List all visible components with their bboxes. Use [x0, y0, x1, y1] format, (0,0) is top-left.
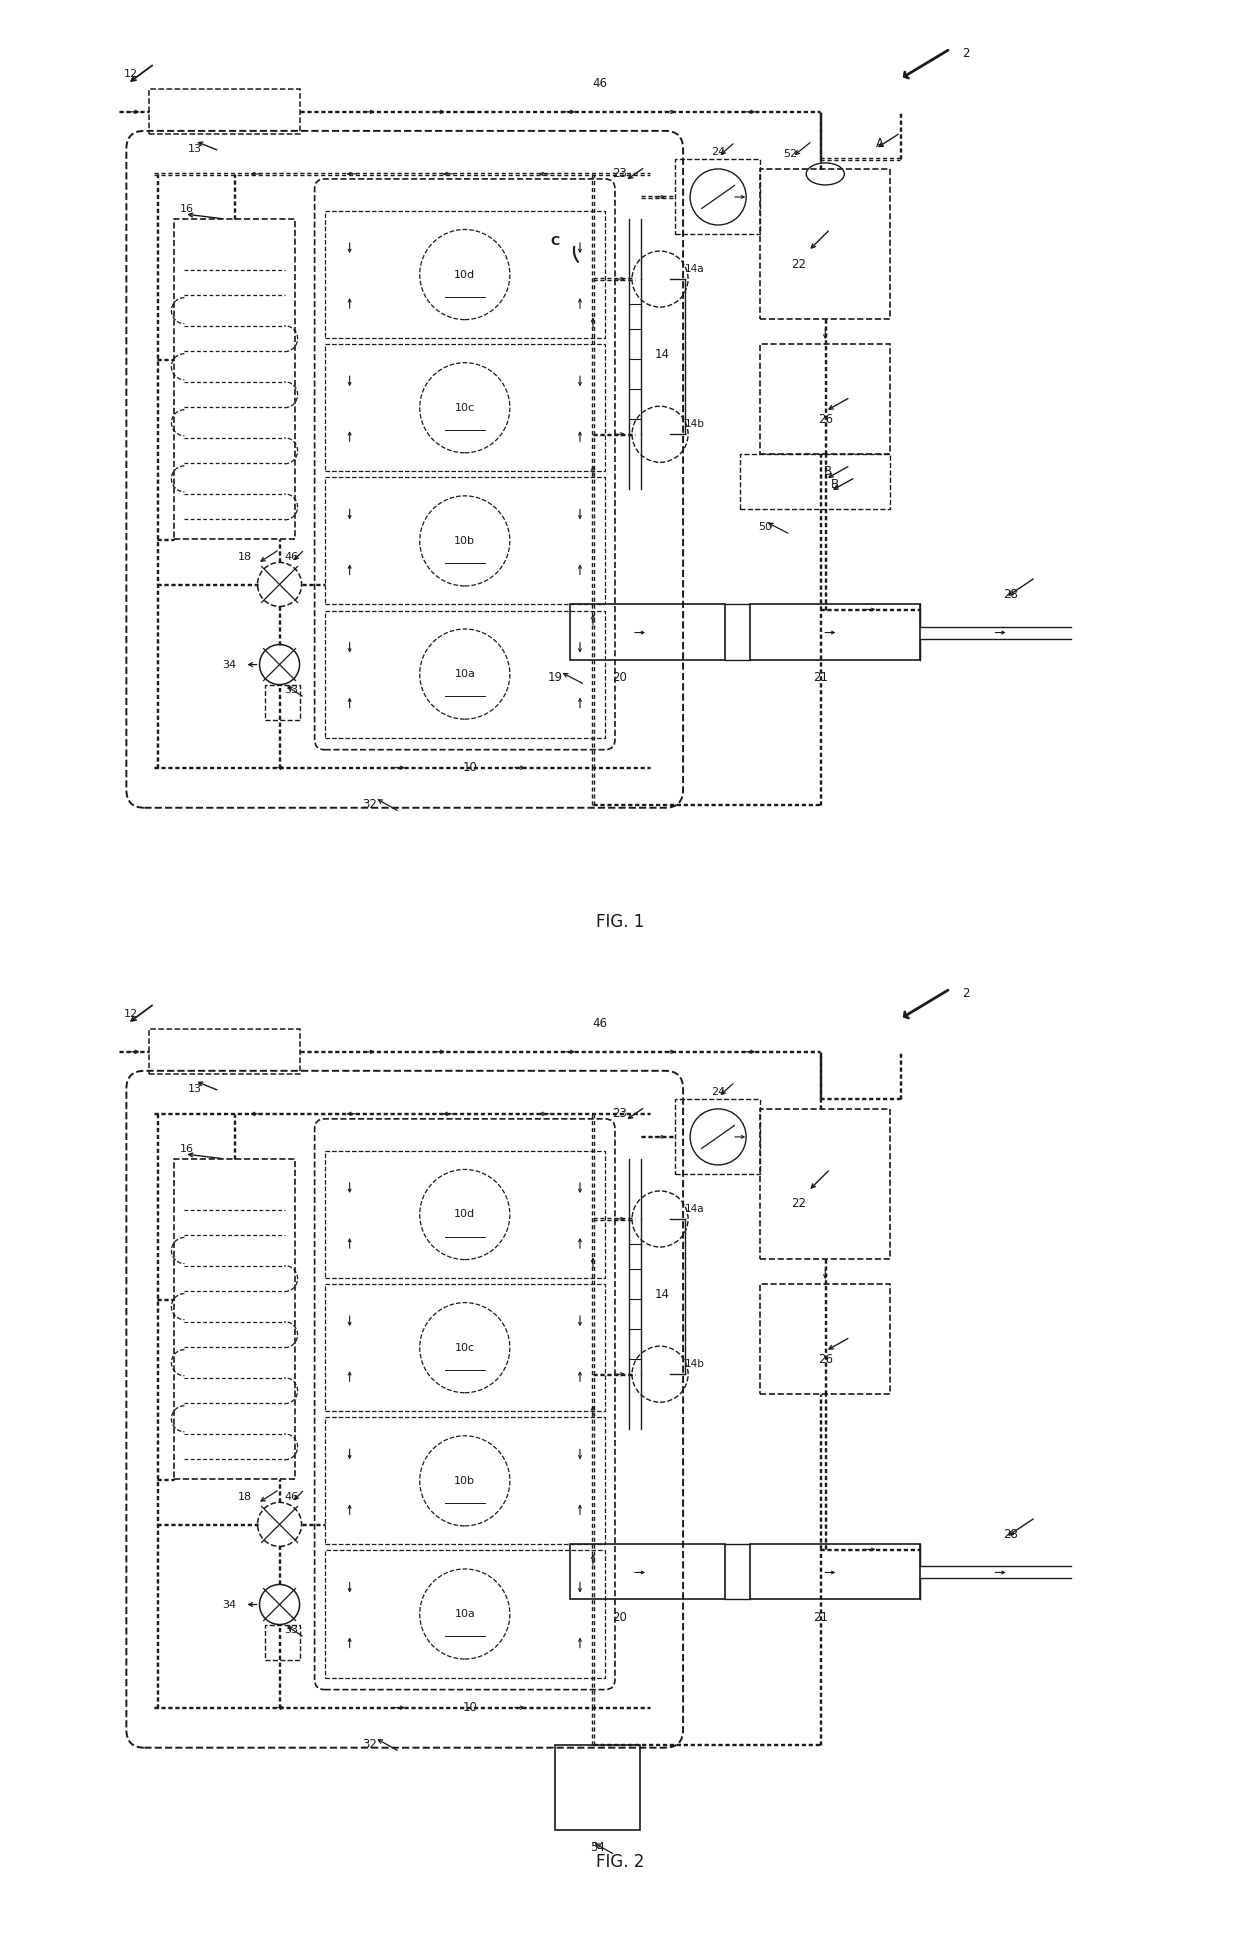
- Circle shape: [258, 562, 301, 607]
- Text: 2: 2: [962, 47, 970, 60]
- Text: 46: 46: [284, 1492, 299, 1502]
- Text: 46: 46: [593, 78, 608, 91]
- Text: 10: 10: [463, 762, 477, 773]
- Text: 10c: 10c: [455, 403, 475, 413]
- Bar: [149, 1029, 300, 1074]
- Text: 54: 54: [590, 1841, 605, 1855]
- Bar: [740, 453, 890, 510]
- Text: 20: 20: [613, 1610, 627, 1624]
- Circle shape: [691, 169, 746, 225]
- Bar: [325, 1151, 605, 1277]
- Text: FIG. 2: FIG. 2: [595, 1853, 645, 1870]
- Bar: [325, 477, 605, 605]
- Text: 21: 21: [812, 1610, 828, 1624]
- Text: 10a: 10a: [454, 1609, 475, 1618]
- Text: 14: 14: [655, 347, 670, 360]
- Text: 32: 32: [362, 798, 377, 812]
- Bar: [175, 1159, 295, 1479]
- Text: 13: 13: [187, 143, 201, 153]
- Text: 23: 23: [613, 1107, 627, 1120]
- Bar: [325, 610, 605, 738]
- Text: 33: 33: [284, 684, 299, 694]
- Circle shape: [258, 1502, 301, 1547]
- Text: A: A: [877, 138, 884, 151]
- Circle shape: [259, 645, 300, 684]
- Text: 24: 24: [711, 147, 725, 157]
- Bar: [264, 1624, 300, 1659]
- Text: 18: 18: [237, 1492, 252, 1502]
- Bar: [149, 89, 300, 134]
- Bar: [556, 1744, 640, 1829]
- Bar: [760, 1285, 890, 1393]
- Text: 12: 12: [124, 1010, 139, 1019]
- Circle shape: [259, 1585, 300, 1624]
- Circle shape: [691, 1109, 746, 1165]
- Text: 19: 19: [547, 671, 563, 684]
- Text: 13: 13: [187, 1083, 201, 1093]
- Bar: [325, 1285, 605, 1411]
- Text: 24: 24: [711, 1087, 725, 1097]
- Text: 12: 12: [124, 70, 139, 79]
- Bar: [750, 1545, 920, 1599]
- Text: 46: 46: [593, 1017, 608, 1031]
- Text: 18: 18: [237, 552, 252, 562]
- Bar: [325, 1417, 605, 1545]
- Text: 14a: 14a: [686, 264, 704, 273]
- Text: 26: 26: [817, 1353, 833, 1366]
- Bar: [760, 345, 890, 453]
- Text: 50: 50: [758, 523, 773, 533]
- Text: 28: 28: [1003, 1527, 1018, 1541]
- Text: 21: 21: [812, 671, 828, 684]
- Text: 14b: 14b: [686, 1359, 706, 1368]
- Text: 10d: 10d: [454, 269, 475, 279]
- Text: 34: 34: [222, 1599, 237, 1609]
- Bar: [675, 159, 760, 234]
- Text: 14: 14: [655, 1287, 670, 1300]
- Bar: [325, 211, 605, 337]
- Text: 14a: 14a: [686, 1203, 704, 1213]
- Text: 52: 52: [784, 149, 797, 159]
- Bar: [175, 219, 295, 539]
- Bar: [760, 169, 890, 320]
- Text: 22: 22: [791, 1198, 806, 1211]
- Text: 10: 10: [463, 1702, 477, 1713]
- Bar: [325, 1550, 605, 1678]
- Text: 34: 34: [222, 659, 237, 669]
- Text: 22: 22: [791, 258, 806, 271]
- Text: 46: 46: [284, 552, 299, 562]
- Bar: [570, 605, 725, 659]
- Bar: [750, 605, 920, 659]
- Text: C: C: [551, 234, 559, 248]
- Text: 20: 20: [613, 671, 627, 684]
- Text: 2: 2: [962, 986, 970, 1000]
- Bar: [760, 1109, 890, 1260]
- Bar: [570, 1545, 725, 1599]
- Text: 10b: 10b: [454, 1477, 475, 1486]
- Bar: [264, 684, 300, 719]
- Text: B: B: [831, 479, 839, 490]
- Text: 32: 32: [362, 1738, 377, 1752]
- Text: 26: 26: [817, 413, 833, 426]
- Text: 16: 16: [180, 1143, 193, 1153]
- Text: 23: 23: [613, 167, 627, 180]
- Text: 28: 28: [1003, 587, 1018, 601]
- Bar: [675, 1099, 760, 1174]
- Text: 14b: 14b: [686, 419, 706, 428]
- Text: 33: 33: [284, 1624, 299, 1634]
- Text: 10b: 10b: [454, 537, 475, 547]
- Text: 16: 16: [180, 203, 193, 213]
- Text: 10d: 10d: [454, 1209, 475, 1219]
- Text: 10a: 10a: [454, 669, 475, 678]
- Text: B: B: [825, 465, 832, 479]
- Bar: [325, 345, 605, 471]
- Text: 10c: 10c: [455, 1343, 475, 1353]
- Text: FIG. 1: FIG. 1: [595, 913, 645, 930]
